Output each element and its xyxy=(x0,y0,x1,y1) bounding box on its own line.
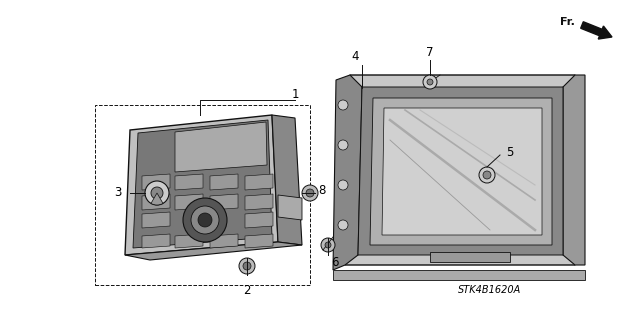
Polygon shape xyxy=(333,270,585,280)
Polygon shape xyxy=(142,234,170,248)
Polygon shape xyxy=(245,234,273,248)
Circle shape xyxy=(483,171,491,179)
Polygon shape xyxy=(278,195,302,220)
Polygon shape xyxy=(125,242,302,260)
Polygon shape xyxy=(175,122,267,172)
Polygon shape xyxy=(345,75,575,265)
Circle shape xyxy=(423,75,437,89)
Text: Fr.: Fr. xyxy=(560,17,575,27)
Bar xyxy=(95,105,310,285)
Polygon shape xyxy=(210,174,238,190)
Text: 5: 5 xyxy=(506,145,514,159)
Text: 2: 2 xyxy=(243,284,251,296)
FancyArrow shape xyxy=(580,22,612,39)
Polygon shape xyxy=(210,234,238,248)
Polygon shape xyxy=(175,194,203,210)
Circle shape xyxy=(151,187,163,199)
Circle shape xyxy=(338,180,348,190)
Circle shape xyxy=(338,220,348,230)
Wedge shape xyxy=(151,193,163,205)
Circle shape xyxy=(338,100,348,110)
Circle shape xyxy=(338,140,348,150)
Circle shape xyxy=(479,167,495,183)
Bar xyxy=(430,252,510,262)
Text: 4: 4 xyxy=(351,50,359,63)
Polygon shape xyxy=(333,75,362,270)
Text: 7: 7 xyxy=(426,46,434,58)
Polygon shape xyxy=(370,98,552,245)
Polygon shape xyxy=(175,174,203,190)
Circle shape xyxy=(427,79,433,85)
Polygon shape xyxy=(358,87,563,255)
Circle shape xyxy=(243,262,251,270)
Polygon shape xyxy=(133,120,272,248)
Polygon shape xyxy=(272,115,302,245)
Polygon shape xyxy=(245,194,273,210)
Polygon shape xyxy=(382,108,542,235)
Polygon shape xyxy=(175,234,203,248)
Text: 1: 1 xyxy=(291,88,299,101)
Circle shape xyxy=(198,213,212,227)
Circle shape xyxy=(321,238,335,252)
Polygon shape xyxy=(142,174,170,190)
Circle shape xyxy=(239,258,255,274)
Text: 6: 6 xyxy=(332,256,339,269)
Text: 8: 8 xyxy=(318,183,326,197)
Polygon shape xyxy=(563,75,585,265)
Circle shape xyxy=(325,242,331,248)
Circle shape xyxy=(183,198,227,242)
Text: STK4B1620A: STK4B1620A xyxy=(458,285,522,295)
Circle shape xyxy=(306,189,314,197)
Circle shape xyxy=(191,206,219,234)
Polygon shape xyxy=(210,194,238,210)
Polygon shape xyxy=(142,194,170,210)
Polygon shape xyxy=(245,212,273,228)
Text: 3: 3 xyxy=(115,187,122,199)
Circle shape xyxy=(145,181,169,205)
Polygon shape xyxy=(245,174,273,190)
Circle shape xyxy=(302,185,318,201)
Polygon shape xyxy=(142,212,170,228)
Polygon shape xyxy=(125,115,278,255)
